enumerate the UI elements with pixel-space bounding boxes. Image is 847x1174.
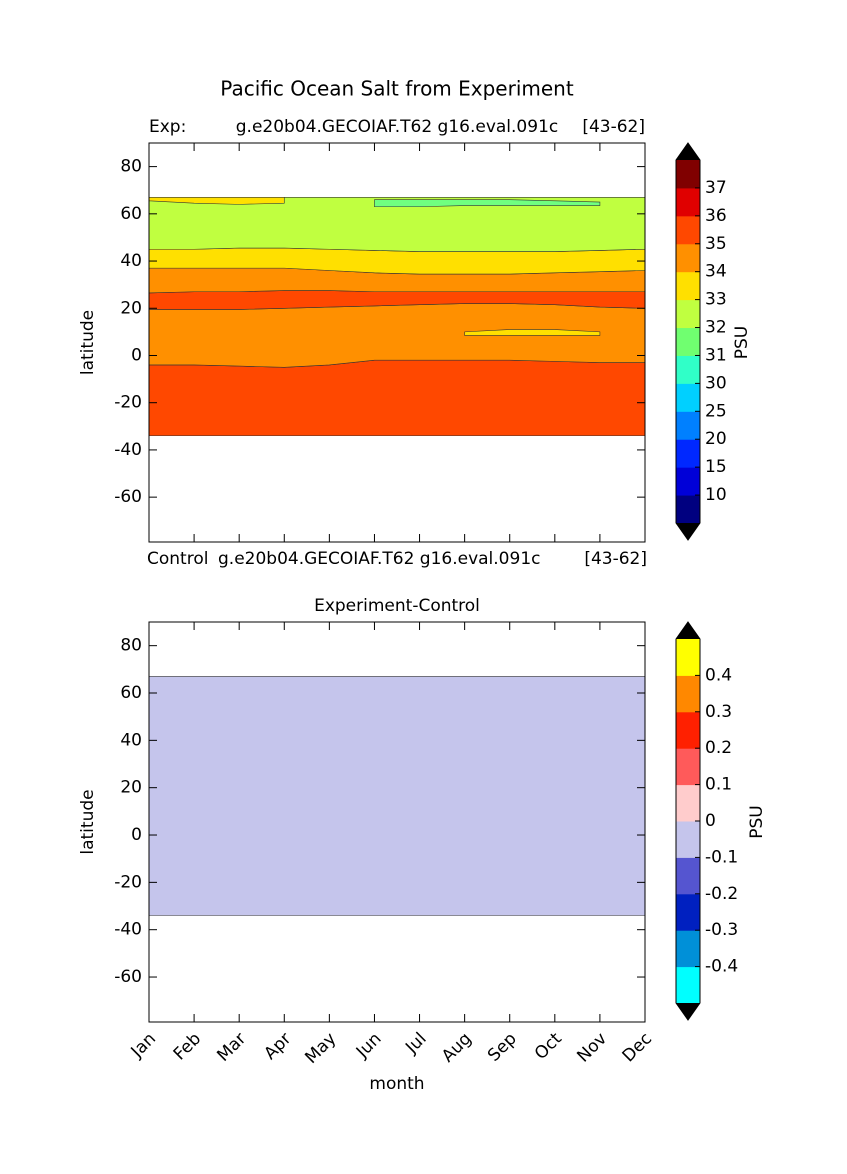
colorbar-tick-label: 0 bbox=[705, 811, 716, 831]
subplot-title: g.e20b04.GECOIAF.T62 g16.eval.091c bbox=[236, 117, 558, 137]
footer-right: [43-62] bbox=[584, 549, 647, 569]
y-tick-label: 80 bbox=[120, 157, 142, 177]
colorbar-tick-label: 36 bbox=[705, 206, 727, 226]
y-tick-label: -20 bbox=[114, 393, 142, 413]
y-tick-label: 0 bbox=[131, 345, 142, 365]
colorbar-segment bbox=[676, 187, 700, 217]
contour-region bbox=[148, 676, 646, 916]
colorbar-segment bbox=[676, 160, 700, 189]
contour-region bbox=[374, 199, 601, 208]
y-tick-label: -60 bbox=[114, 967, 142, 987]
colorbar-segment bbox=[676, 821, 700, 858]
colorbar-segment bbox=[676, 271, 700, 301]
colorbar-segment bbox=[676, 748, 700, 786]
y-tick-label: -40 bbox=[114, 920, 142, 940]
title-right: [43-62] bbox=[582, 117, 645, 137]
y-tick-label: 40 bbox=[120, 730, 142, 750]
colorbar-tick-label: 10 bbox=[705, 485, 727, 505]
colorbar-segment bbox=[676, 355, 700, 384]
plot-frame bbox=[148, 621, 646, 1023]
colorbar-tick-label: -0.4 bbox=[705, 957, 738, 977]
contour-region bbox=[148, 197, 285, 205]
colorbar-over-arrow bbox=[676, 622, 700, 639]
contour-region bbox=[464, 329, 601, 336]
colorbar-tick-label: 35 bbox=[705, 234, 727, 254]
footer: g.e20b04.GECOIAF.T62 g16.eval.091c bbox=[218, 549, 540, 569]
y-tick-label: 60 bbox=[120, 204, 142, 224]
colorbar-tick-label: 15 bbox=[705, 457, 727, 477]
plot-frame bbox=[148, 142, 646, 543]
colorbar-tick-label: 32 bbox=[705, 318, 727, 338]
colorbar-segment bbox=[676, 893, 700, 931]
y-tick-label: 40 bbox=[120, 251, 142, 271]
title-left: Exp: bbox=[149, 117, 186, 137]
x-axis-label: month bbox=[369, 1074, 424, 1094]
y-tick-label: 0 bbox=[131, 825, 142, 845]
y-tick-label: -60 bbox=[114, 487, 142, 507]
colorbar-segment bbox=[676, 215, 700, 245]
colorbar-frame bbox=[675, 621, 701, 1021]
y-tick-label: 20 bbox=[120, 298, 142, 318]
colorbar-segment bbox=[676, 784, 700, 822]
colorbar-tick-label: 33 bbox=[705, 290, 727, 310]
y-tick-label: 60 bbox=[120, 683, 142, 703]
y-tick-label: -40 bbox=[114, 440, 142, 460]
colorbar-segment bbox=[676, 439, 700, 468]
colorbar-segment bbox=[676, 675, 700, 713]
y-tick-label: -20 bbox=[114, 872, 142, 892]
contour-region bbox=[148, 359, 646, 437]
colorbar-segment bbox=[676, 411, 700, 440]
colorbar-tick-label: 30 bbox=[705, 373, 727, 393]
y-axis-label: latitude bbox=[78, 789, 98, 854]
colorbar-segment bbox=[676, 495, 700, 524]
colorbar-under-arrow bbox=[676, 523, 700, 540]
colorbar-tick-label: 31 bbox=[705, 345, 727, 365]
subplot-title: Experiment-Control bbox=[314, 596, 480, 616]
colorbar-tick-label: 0.3 bbox=[705, 702, 732, 722]
colorbar-segment bbox=[676, 383, 700, 412]
colorbar-tick-label: -0.1 bbox=[705, 847, 738, 867]
y-axis-label: latitude bbox=[78, 310, 98, 375]
colorbar-segment bbox=[676, 930, 700, 968]
colorbar-under-arrow bbox=[676, 1003, 700, 1020]
colorbar-tick-label: 20 bbox=[705, 429, 727, 449]
colorbar-tick-label: -0.3 bbox=[705, 920, 738, 940]
colorbar-tick-label: 34 bbox=[705, 262, 727, 282]
colorbar-segment bbox=[676, 327, 700, 356]
y-tick-label: 20 bbox=[120, 778, 142, 798]
colorbar-tick-label: 0.4 bbox=[705, 665, 732, 685]
colorbar-segment bbox=[676, 857, 700, 895]
colorbar-label: PSU bbox=[732, 326, 752, 360]
colorbar-segment bbox=[676, 966, 700, 1004]
colorbar-frame bbox=[675, 142, 701, 541]
colorbar-segment bbox=[676, 711, 700, 749]
colorbar-tick-label: 25 bbox=[705, 401, 727, 421]
colorbar-tick-label: 0.2 bbox=[705, 738, 732, 758]
figure-title: Pacific Ocean Salt from Experiment bbox=[220, 77, 574, 101]
y-tick-label: 80 bbox=[120, 636, 142, 656]
colorbar-segment bbox=[676, 299, 700, 329]
colorbar-segment bbox=[676, 467, 700, 496]
colorbar-segment bbox=[676, 639, 700, 676]
colorbar-label: PSU bbox=[747, 805, 767, 839]
colorbar-tick-label: 0.1 bbox=[705, 775, 732, 795]
footer-left: Control bbox=[147, 549, 208, 569]
colorbar-segment bbox=[676, 243, 700, 273]
colorbar-tick-label: 37 bbox=[705, 178, 727, 198]
colorbar-over-arrow bbox=[676, 143, 700, 160]
colorbar-tick-label: -0.2 bbox=[705, 884, 738, 904]
